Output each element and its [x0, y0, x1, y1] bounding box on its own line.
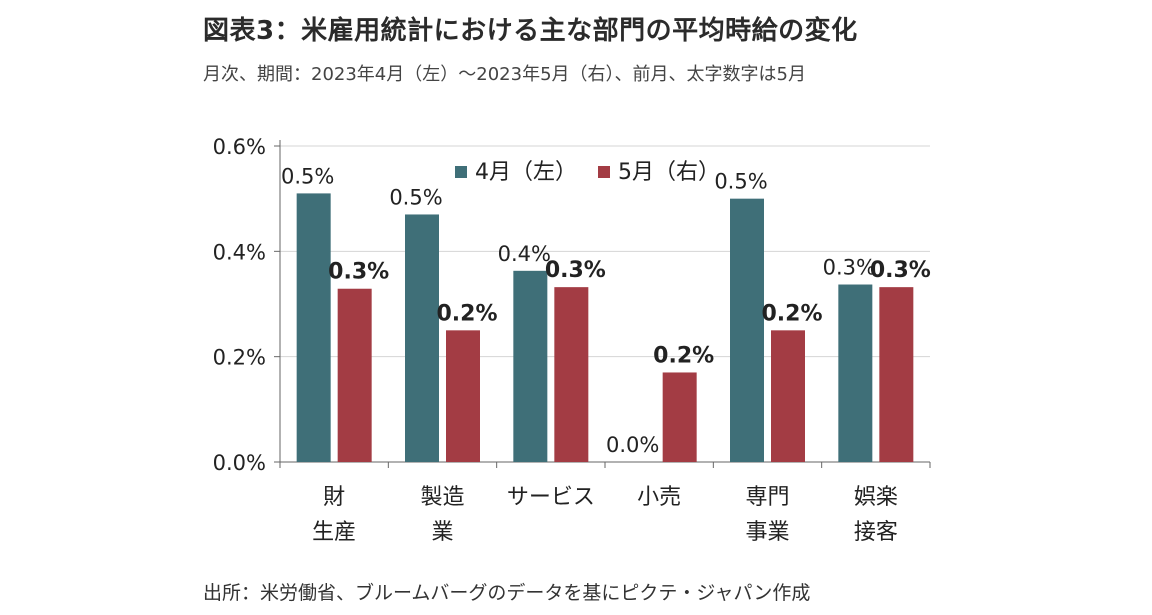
data-label-s0-c2: 0.4% — [498, 242, 551, 266]
y-tick-label-0: 0.0% — [213, 451, 266, 475]
legend-swatch-1 — [598, 166, 610, 178]
data-label-s1-c4: 0.2% — [761, 301, 822, 326]
category-label-c4-l0: 専門 — [745, 485, 789, 510]
data-label-s1-c2: 0.3% — [545, 258, 606, 283]
bar-s1-c1 — [446, 330, 480, 462]
bar-s0-c4 — [730, 198, 764, 462]
category-label-c4-l1: 事業 — [745, 520, 789, 545]
chart-title: 図表3：米雇用統計における主な部門の平均時給の変化 — [203, 16, 858, 46]
bar-s1-c5 — [879, 287, 914, 462]
source-note: 出所：米労働省、ブルームバーグのデータを基にピクテ・ジャパン作成 — [203, 582, 811, 604]
data-label-s0-c4: 0.5% — [714, 170, 767, 194]
category-label-c2-l0: サービス — [507, 485, 595, 510]
legend-swatch-0 — [455, 166, 467, 178]
y-tick-label-2: 0.4% — [213, 240, 266, 264]
category-label-c3-l0: 小売 — [637, 485, 681, 510]
chart-subtitle: 月次、期間：2023年4月（左）～2023年5月（右）、前月、太字数字は5月 — [203, 64, 806, 85]
bar-s0-c5 — [838, 284, 873, 462]
y-tick-label-3: 0.6% — [213, 135, 266, 159]
bar-s1-c3 — [662, 372, 697, 462]
category-label-c1-l1: 業 — [431, 520, 453, 545]
category-label-c1-l0: 製造 — [420, 485, 464, 510]
category-label-c5-l1: 接客 — [854, 520, 898, 545]
category-label-c0-l0: 財 — [323, 485, 345, 510]
data-label-s0-c5: 0.3% — [823, 256, 876, 280]
bar-s0-c2 — [513, 270, 548, 462]
data-label-s1-c0: 0.3% — [328, 260, 389, 285]
legend-label-0: 4月（左） — [475, 160, 577, 185]
data-label-s0-c1: 0.5% — [389, 185, 442, 209]
category-label-c0-l1: 生産 — [312, 520, 356, 545]
bar-s1-c2 — [554, 287, 589, 462]
bar-s1-c0 — [337, 288, 372, 462]
data-label-s0-c3: 0.0% — [606, 433, 659, 457]
data-label-s1-c1: 0.2% — [436, 301, 497, 326]
data-label-s0-c0: 0.5% — [281, 164, 334, 188]
bar-s0-c1 — [405, 214, 439, 462]
y-tick-label-1: 0.2% — [213, 346, 266, 370]
bar-s1-c4 — [771, 330, 805, 462]
bar-s0-c0 — [296, 193, 331, 462]
data-label-s1-c5: 0.3% — [870, 258, 931, 283]
category-label-c5-l0: 娯楽 — [854, 485, 898, 510]
data-label-s1-c3: 0.2% — [653, 343, 714, 368]
legend-label-1: 5月（右） — [618, 160, 720, 185]
